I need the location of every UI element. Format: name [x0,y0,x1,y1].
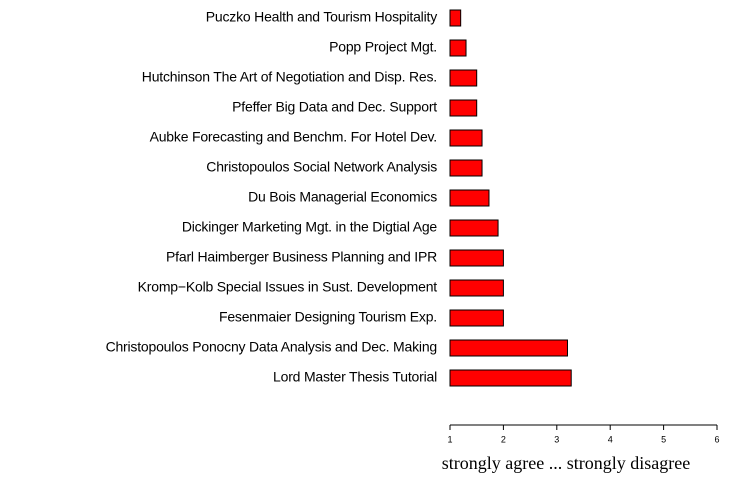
y-tick-label: Dickinger Marketing Mgt. in the Digtial … [182,219,438,235]
x-tick-label: 4 [608,434,613,444]
y-tick-label: Christopoulos Ponocny Data Analysis and … [106,339,437,355]
y-tick-label: Pfarl Haimberger Business Planning and I… [166,249,437,265]
bar [449,99,478,117]
bar [449,309,504,327]
bar [449,159,483,177]
bar [449,9,462,27]
x-tick-label: 5 [661,434,666,444]
x-axis-label: strongly agree ... strongly disagree [442,453,690,473]
x-tick-label: 1 [447,434,452,444]
bar [449,339,568,357]
bar [449,279,504,297]
y-tick-label: Puczko Health and Tourism Hospitality [206,9,437,25]
y-tick-label: Pfeffer Big Data and Dec. Support [232,99,437,115]
bar [449,39,467,57]
y-tick-label: Lord Master Thesis Tutorial [273,369,437,385]
y-tick-label: Kromp−Kolb Special Issues in Sust. Devel… [138,279,438,295]
bar [449,249,504,267]
y-tick-label: Christopoulos Social Network Analysis [206,159,437,175]
bar [449,129,483,147]
bar [449,219,499,237]
x-tick-label: 2 [501,434,506,444]
x-tick-label: 3 [554,434,559,444]
y-tick-label: Hutchinson The Art of Negotiation and Di… [142,69,437,85]
x-tick-label: 6 [714,434,719,444]
y-tick-label: Du Bois Managerial Economics [248,189,437,205]
y-tick-label: Fesenmaier Designing Tourism Exp. [219,309,437,325]
bar [449,69,478,87]
bar [449,369,572,387]
y-tick-label: Aubke Forecasting and Benchm. For Hotel … [150,129,437,145]
bar [449,189,490,207]
y-tick-label: Popp Project Mgt. [329,39,437,55]
